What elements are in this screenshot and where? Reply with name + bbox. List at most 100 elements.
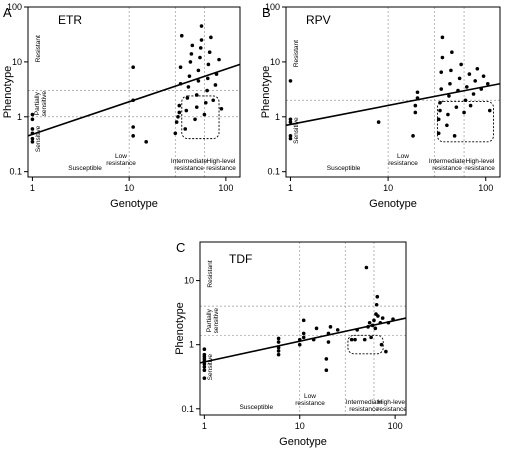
highlight-box [436, 101, 494, 143]
data-point [288, 117, 293, 122]
data-point [349, 337, 354, 342]
data-point [178, 65, 183, 70]
x-tick-label: 1 [202, 421, 207, 431]
data-point [194, 93, 199, 97]
y-tick-label: 1 [17, 112, 22, 122]
x-tick-label: 10 [124, 183, 134, 193]
plot-frame [285, 6, 501, 178]
data-point [189, 52, 194, 56]
data-point [438, 108, 442, 113]
y-tick-label: 10 [184, 276, 194, 286]
data-point [362, 337, 367, 342]
zone-label-high-level-resistance: High-level resistance [465, 158, 495, 172]
zone-label-high-level-resistance: High-level resistance [206, 158, 236, 172]
panel-a: 0.1 1 10 100 1 10 100 Genotype Phenotype A ETR Susc… [2, 2, 241, 210]
data-point [211, 98, 216, 103]
data-point [188, 60, 193, 64]
plot-frame [27, 6, 241, 178]
data-point [202, 347, 207, 352]
x-tick-label: 100 [478, 183, 493, 193]
data-point [30, 117, 35, 122]
data-point [391, 317, 395, 321]
data-point [369, 335, 373, 340]
x-axis-title: Genotype [279, 436, 327, 448]
data-point [276, 336, 281, 341]
x-axis-title: Genotype [110, 198, 158, 210]
data-point [370, 323, 375, 328]
y-axis-title: Phenotype [260, 66, 272, 119]
phenotype-zone-label: Sensitive [35, 125, 42, 152]
data-point [447, 94, 451, 98]
phenotype-zone-label: Resistant [35, 35, 42, 62]
data-point [446, 112, 450, 117]
data-point [205, 76, 210, 81]
data-point [179, 33, 184, 38]
data-point [288, 136, 293, 141]
data-point [459, 62, 463, 67]
zone-label-intermediate-resistance: Intermediate resistance [346, 399, 383, 413]
data-point [205, 88, 209, 93]
data-point [131, 125, 135, 129]
data-point [288, 120, 293, 124]
data-point [207, 50, 212, 55]
data-point [440, 55, 445, 60]
regression-line [285, 82, 501, 127]
data-point [202, 376, 207, 381]
data-point [436, 117, 441, 122]
data-point [276, 345, 281, 350]
data-point [202, 365, 207, 369]
y-tick-label: 0.1 [267, 167, 280, 177]
regression-line [199, 317, 407, 364]
panel-letter: B [262, 5, 271, 20]
data-point [185, 96, 190, 100]
zone-label-low-resistance: Low resistance [295, 393, 325, 407]
phenotype-zone-label: Sensitive [293, 117, 300, 144]
data-point [131, 134, 135, 138]
data-point [462, 110, 466, 115]
data-point [413, 103, 418, 108]
data-point [177, 103, 182, 108]
y-tick-label: 10 [12, 57, 22, 67]
data-point [411, 134, 415, 138]
highlight-box [347, 334, 384, 355]
data-point [465, 85, 469, 89]
data-point [203, 100, 208, 105]
data-point [30, 112, 35, 117]
zone-label-low-resistance: Low resistance [106, 153, 136, 167]
data-point [301, 318, 306, 323]
data-point [311, 337, 316, 342]
data-point [413, 110, 418, 115]
data-point [131, 65, 135, 70]
phenotype-zone-label: Partiallysensitive [206, 308, 220, 334]
data-point [454, 105, 459, 109]
data-point [324, 368, 329, 372]
data-point [30, 127, 35, 131]
data-point [202, 368, 207, 372]
x-tick-label: 10 [383, 183, 393, 193]
data-point [487, 108, 492, 113]
data-point [194, 105, 199, 109]
data-point [457, 76, 462, 81]
panel-title: ETR [58, 13, 82, 27]
data-point [452, 134, 457, 138]
data-point [314, 326, 319, 331]
y-tick-label: 1 [189, 340, 194, 350]
data-point [199, 24, 204, 28]
data-point [486, 81, 490, 86]
plot-frame [199, 241, 407, 416]
data-point [198, 55, 202, 60]
data-point [144, 140, 148, 144]
data-point [276, 340, 281, 344]
y-tick-label: 10 [270, 57, 280, 67]
data-point [439, 87, 444, 91]
data-point [384, 349, 388, 354]
data-point [481, 74, 486, 78]
data-point [449, 68, 453, 73]
zone-label-susceptible: Susceptible [68, 165, 102, 172]
data-point [178, 81, 183, 86]
data-point [436, 131, 441, 136]
x-tick-label: 1 [30, 183, 35, 193]
phenotype-zone-label: Sensitive [207, 354, 214, 381]
data-point [335, 328, 340, 332]
